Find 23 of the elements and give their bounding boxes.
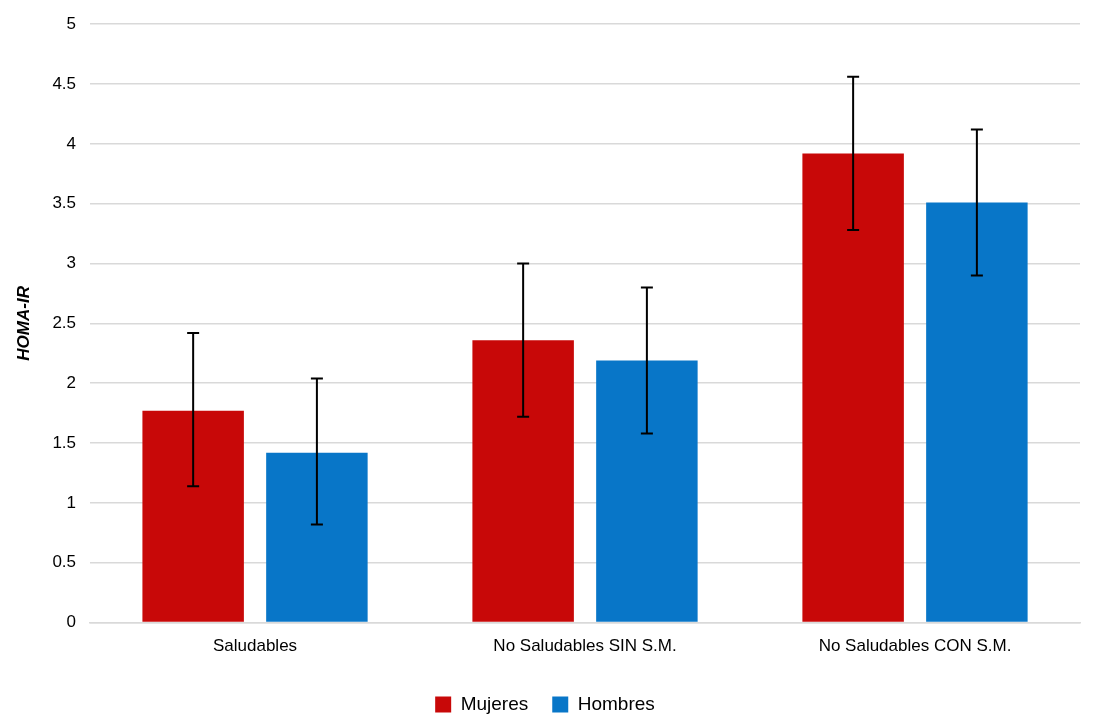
y-tick-label: 5 xyxy=(66,13,77,33)
y-tick-label: 4 xyxy=(66,133,77,153)
x-tick-label: Saludables xyxy=(212,636,298,656)
bar xyxy=(142,410,244,622)
bar xyxy=(926,202,1028,622)
x-tick-label: No Saludables CON S.M. xyxy=(818,636,1012,656)
y-tick-label: 0.5 xyxy=(52,552,77,572)
legend-label: Hombres xyxy=(577,692,655,714)
y-tick-label: 3 xyxy=(66,253,77,273)
y-tick-label: 3.5 xyxy=(52,193,77,213)
y-tick-label: 1 xyxy=(66,492,77,512)
y-axis-title: HOMA-IR xyxy=(13,285,33,361)
bar xyxy=(596,360,698,622)
bar xyxy=(472,340,574,622)
x-tick-label: No Saludables SIN S.M. xyxy=(493,636,677,656)
y-tick-label: 2.5 xyxy=(52,313,77,333)
bar xyxy=(266,452,368,622)
y-tick-label: 2 xyxy=(66,372,77,392)
legend-label: Mujeres xyxy=(460,692,529,714)
bar xyxy=(802,153,904,622)
y-tick-label: 0 xyxy=(66,612,77,632)
y-tick-label: 4.5 xyxy=(52,73,77,93)
y-tick-label: 1.5 xyxy=(52,432,77,452)
